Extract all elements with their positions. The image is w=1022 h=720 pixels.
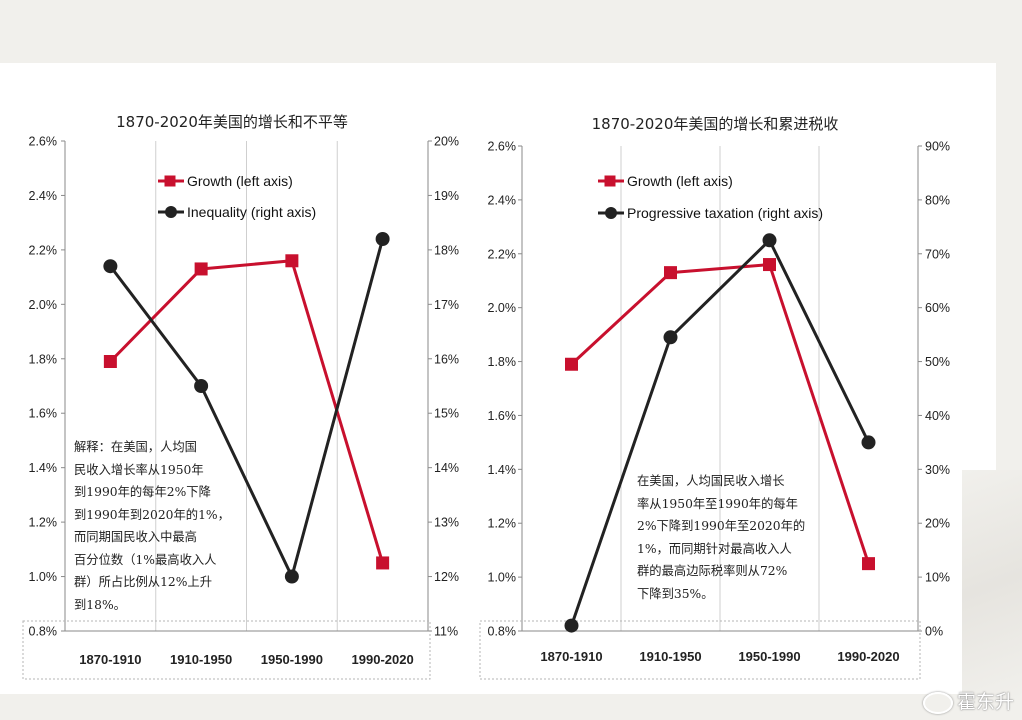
chart-1-right-tick-label: 20% [434, 135, 459, 149]
chart-1-right-tick-label: 11% [434, 625, 458, 639]
chart-2-series-1-point [565, 357, 578, 371]
chart-1-right-tick-label: 18% [434, 243, 459, 257]
chart-1-left-tick-label: 2.2% [29, 243, 58, 257]
chart-1-series-2-point [194, 379, 209, 393]
chart-1-left-tick-label: 2.4% [29, 189, 58, 203]
chart-1-left-tick-label: 1.0% [29, 570, 58, 584]
chart-2-right-tick-label: 40% [925, 409, 950, 423]
chart-2-right-tick-label: 60% [925, 301, 950, 315]
chart-1-series-2-line [109, 238, 385, 579]
chart-1-series-1-point [103, 355, 117, 368]
chart-2-series-2-point [663, 330, 678, 345]
background-decoration [962, 470, 1022, 700]
chart-2-series-1-line [570, 263, 870, 565]
chart-2-right-tick-label: 70% [925, 247, 950, 261]
chart-1-left-tick-label: 2.0% [29, 298, 58, 312]
chart-2-series-2-point [861, 435, 876, 450]
chart-1-category-label: 1950-1990 [261, 652, 323, 667]
chart-1-title: 1870-2020年美国的增长和不平等 [116, 113, 348, 131]
chart-2-legend-swatch-marker [605, 207, 617, 219]
chart-2-right-tick-label: 0% [925, 625, 943, 639]
chart-1-series-2-point [284, 569, 299, 584]
chart-1-left-tick-label: 1.4% [29, 461, 58, 475]
chart-2-right-tick-label: 10% [925, 571, 950, 585]
chart-1-right-tick-label: 12% [434, 570, 459, 584]
chart-1-series-1-point [194, 262, 208, 276]
chart-2-left-tick-label: 1.8% [488, 355, 517, 369]
chart-2-category-label: 1870-1910 [540, 649, 602, 664]
chart-2-left-tick-label: 1.4% [488, 463, 517, 477]
chart-1-series-1-point [376, 556, 390, 570]
chart-1-dashed-frame [22, 620, 431, 680]
chart-1-legend-swatch-marker [165, 206, 177, 218]
chart-2-left-tick-label: 1.2% [488, 517, 517, 531]
chart-1-category-label: 1990-2020 [352, 652, 414, 667]
chart-2-left-tick-label: 2.0% [488, 301, 517, 315]
chart-2-category-label: 1950-1990 [738, 649, 800, 664]
weibo-icon [922, 691, 953, 714]
chart-1-right-tick-label: 19% [434, 189, 459, 203]
chart-2-series-2-point [762, 233, 777, 248]
chart-2-right-tick-label: 80% [925, 193, 950, 207]
chart-1-category-label: 1910-1950 [170, 652, 232, 667]
chart-2-legend-label: Progressive taxation (right axis) [627, 205, 823, 221]
chart-1-category-label: 1870-1910 [79, 652, 141, 667]
chart-2-series-1-point [763, 258, 776, 272]
chart-2-dashed-frame [479, 620, 921, 680]
chart-2-right-tick-label: 30% [925, 463, 950, 477]
chart-2-title: 1870-2020年美国的增长和累进税收 [592, 115, 839, 133]
chart-1-left-tick-label: 1.6% [29, 407, 58, 421]
chart-1-right-tick-label: 14% [434, 461, 459, 475]
chart-1-legend-label: Growth (left axis) [187, 173, 293, 189]
chart-2-category-label: 1990-2020 [837, 649, 899, 664]
chart-2-left-tick-label: 0.8% [488, 625, 517, 639]
chart-1-annotation: 解释：在美国，人均国 民收入增长率从1950年 到1990年的每年2%下降 到1… [74, 440, 230, 612]
chart-1-left-tick-label: 1.2% [29, 516, 58, 530]
chart-2-left-tick-label: 1.6% [488, 409, 517, 423]
chart-1-left-tick-label: 1.8% [29, 352, 58, 366]
chart-2-right-tick-label: 20% [925, 517, 950, 531]
chart-2-left-tick-label: 1.0% [488, 571, 517, 585]
chart-1-legend-label: Inequality (right axis) [187, 204, 316, 220]
chart-1-left-tick-label: 2.6% [29, 135, 58, 149]
chart-2-category-label: 1910-1950 [639, 649, 701, 664]
chart-2-series-1-point [862, 557, 875, 571]
chart-2-series-2-line [570, 238, 870, 627]
chart-2-legend-swatch-marker [604, 175, 616, 187]
chart-1-right-tick-label: 17% [434, 298, 459, 312]
chart-1-series-2-point [375, 232, 390, 246]
chart-1-right-tick-label: 13% [434, 516, 459, 530]
watermark: 霍东升 [922, 687, 1014, 714]
chart-2-right-tick-label: 90% [925, 140, 950, 154]
chart-1-legend-swatch-marker [164, 175, 176, 187]
chart-1-series-1-point [285, 254, 299, 268]
chart-1-left-tick-label: 0.8% [29, 625, 58, 639]
watermark-text: 霍东升 [956, 691, 1014, 713]
chart-card [0, 63, 996, 694]
chart-2-series-2-point [564, 618, 579, 633]
chart-2-right-tick-label: 50% [925, 355, 950, 369]
chart-2-left-tick-label: 2.2% [488, 247, 517, 261]
chart-1-right-tick-label: 15% [434, 407, 459, 421]
chart-2-legend-label: Growth (left axis) [627, 173, 733, 189]
chart-2-series-1-point [664, 266, 677, 280]
chart-1-right-tick-label: 16% [434, 352, 459, 366]
chart-2-annotation: 在美国，人均国民收入增长 率从1950年至1990年的每年 2%下降到1990年… [637, 474, 806, 601]
chart-1-series-2-point [103, 259, 118, 274]
chart-2-left-tick-label: 2.4% [488, 193, 517, 207]
chart-2-left-tick-label: 2.6% [488, 140, 517, 154]
